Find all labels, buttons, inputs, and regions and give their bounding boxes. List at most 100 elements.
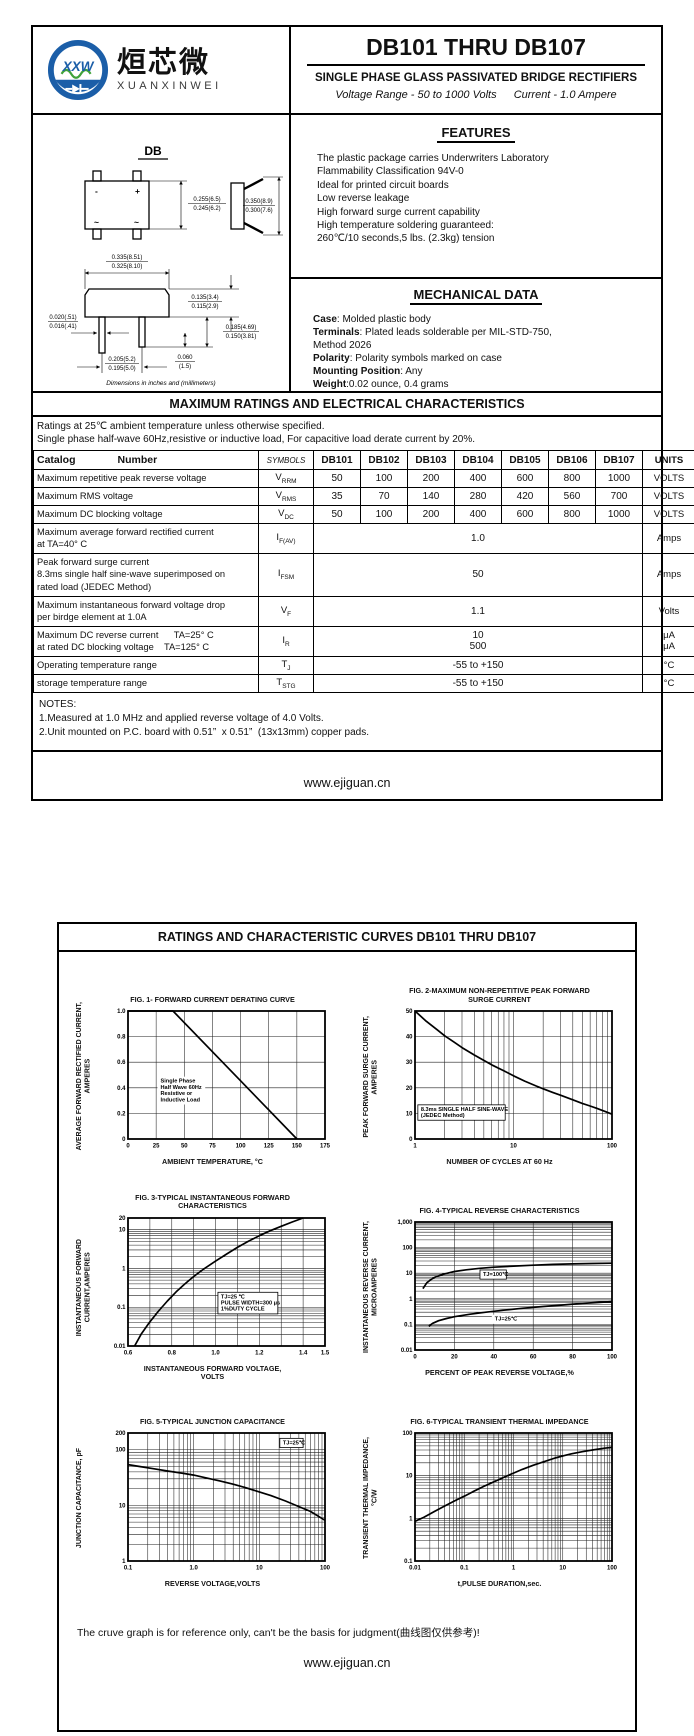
svg-text:100: 100 bbox=[402, 1246, 413, 1252]
spec-value: 200 bbox=[407, 504, 455, 524]
fig5-plot: 0.1 1.0 10 100 1 10 100 200 TJ=25℃ bbox=[115, 1431, 330, 1572]
svg-text:10: 10 bbox=[405, 1271, 412, 1277]
svg-text:0.8: 0.8 bbox=[167, 1350, 176, 1356]
spec-symbol: VRRM bbox=[258, 469, 314, 489]
svg-text:(1.5): (1.5) bbox=[179, 364, 191, 370]
svg-text:0.1: 0.1 bbox=[117, 1305, 126, 1311]
dim-body-width: 0.335(8.51) 0.325(8.10) bbox=[106, 255, 148, 270]
fig6-x-axis-label: t,PULSE DURATION,sec. bbox=[457, 1578, 542, 1588]
fig4-reverse-characteristics: INSTANTANEOUS REVERSE CURRENT, MICROAMPE… bbox=[363, 1193, 619, 1382]
figures-grid: AVERAGE FORWARD RECTIFIED CURRENT, AMPER… bbox=[59, 952, 635, 1589]
spec-value: 35 bbox=[313, 487, 361, 506]
chart-annotation: TJ=25 ℃ PULSE WIDTH=300 μs 1%DUTY CYCLE bbox=[220, 1293, 279, 1312]
dim-lead-width: 0.020(.51) 0.016(.41) bbox=[48, 315, 78, 330]
spec-value: 800 bbox=[548, 469, 596, 489]
spec-value: 1000 bbox=[595, 469, 643, 489]
table-row-ifav: Maximum average forward rectified curren… bbox=[33, 522, 694, 554]
spec-desc: Maximum repetitive peak reverse voltage bbox=[33, 469, 259, 489]
table-row-ifsm: Peak forward surge current 8.3ms single … bbox=[33, 552, 694, 597]
package-drawing: DB - + ~ ~ 0.255(6.5) 0.245(6.2) bbox=[33, 115, 291, 391]
svg-text:0.135(3.4): 0.135(3.4) bbox=[191, 295, 218, 301]
spec-desc: Maximum RMS voltage bbox=[33, 487, 259, 506]
spec-symbol: VDC bbox=[258, 504, 314, 524]
spec-value: 280 bbox=[454, 487, 502, 506]
features-section: FEATURES The plastic package carries Und… bbox=[291, 115, 661, 279]
svg-text:0.01: 0.01 bbox=[400, 1348, 412, 1354]
svg-text:0: 0 bbox=[122, 1137, 126, 1143]
svg-text:0.335(8.51): 0.335(8.51) bbox=[112, 255, 143, 261]
spec-symbol: VF bbox=[258, 595, 314, 627]
spec-value: 10 500 bbox=[313, 625, 643, 657]
svg-text:0.1: 0.1 bbox=[460, 1565, 469, 1571]
svg-text:XXW: XXW bbox=[62, 59, 95, 74]
svg-text:1: 1 bbox=[122, 1559, 126, 1565]
svg-text:100: 100 bbox=[606, 1565, 617, 1571]
svg-text:0.01: 0.01 bbox=[113, 1344, 125, 1350]
mechanical-heading: MECHANICAL DATA bbox=[409, 287, 543, 305]
svg-text:1: 1 bbox=[511, 1565, 515, 1571]
svg-text:10: 10 bbox=[559, 1565, 566, 1571]
spec-value: 700 bbox=[595, 487, 643, 506]
reference-disclaimer: The cruve graph is for reference only, c… bbox=[77, 1626, 480, 1639]
svg-text:0.185(4.69): 0.185(4.69) bbox=[226, 325, 257, 331]
spec-desc: Operating temperature range bbox=[33, 655, 259, 675]
fig3-y-axis-label: INSTANTANEOUS FORWARD CURRENT,AMPERES bbox=[75, 1238, 91, 1336]
part-header: DB101 bbox=[313, 449, 361, 471]
svg-text:0.2: 0.2 bbox=[117, 1111, 126, 1117]
svg-text:200: 200 bbox=[115, 1431, 126, 1437]
spec-symbol: VRMS bbox=[258, 487, 314, 506]
spec-value: 70 bbox=[360, 487, 408, 506]
table-row-tstg: storage temperature range TSTG -55 to +1… bbox=[33, 673, 694, 693]
fig6-y-axis-label: TRANSIENT THERMAL IMPEDANCE, °C/W bbox=[362, 1437, 378, 1560]
svg-text:100: 100 bbox=[115, 1448, 126, 1454]
drawing-caption: Dimensions in inches and (millimeters) bbox=[106, 380, 215, 387]
spec-units: μA μA bbox=[642, 625, 694, 657]
spec-value: 400 bbox=[454, 504, 502, 524]
website-link[interactable]: www.ejiguan.cn bbox=[303, 1655, 391, 1670]
svg-text:0: 0 bbox=[413, 1354, 417, 1360]
symbols-header: SYMBOLS bbox=[258, 449, 314, 471]
fig4-title: FIG. 4-TYPICAL REVERSE CHARACTERISTICS bbox=[419, 1205, 580, 1215]
spec-value: -55 to +150 bbox=[313, 673, 643, 693]
svg-text:0.8: 0.8 bbox=[117, 1035, 126, 1041]
spec-value: 600 bbox=[501, 504, 549, 524]
spec-symbol: TJ bbox=[258, 655, 314, 675]
doc-title: DB101 THRU DB107 bbox=[307, 34, 645, 66]
dim-body-thickness: 0.135(3.4) 0.115(2.9) bbox=[188, 295, 222, 310]
svg-text:50: 50 bbox=[180, 1144, 187, 1150]
svg-text:175: 175 bbox=[319, 1144, 330, 1150]
fig2-plot: 1 10 100 0 10 20 30 40 50 8.3ms SINGLE HALF SINE-… bbox=[405, 1009, 617, 1150]
part-header: DB106 bbox=[548, 449, 596, 471]
website-link[interactable]: www.ejiguan.cn bbox=[303, 775, 391, 790]
fig4-x-axis-label: PERCENT OF PEAK REVERSE VOLTAGE,% bbox=[425, 1367, 574, 1377]
fig3-x-axis-label: INSTANTANEOUS FORWARD VOLTAGE, VOLTS bbox=[143, 1363, 282, 1382]
voltage-range: Voltage Range - 50 to 1000 Volts bbox=[335, 89, 497, 101]
chart-annotation: Single Phase Half Wave 60Hz Resistive or In… bbox=[160, 1079, 201, 1104]
current-rating: Current - 1.0 Ampere bbox=[513, 89, 617, 101]
svg-text:25: 25 bbox=[152, 1144, 159, 1150]
svg-text:100: 100 bbox=[606, 1354, 617, 1360]
spec-desc: storage temperature range bbox=[33, 673, 259, 693]
spec-value: 1.1 bbox=[313, 595, 643, 627]
fig2-title: FIG. 2-MAXIMUM NON-REPETITIVE PEAK FORWA… bbox=[409, 986, 590, 1004]
fig4-y-axis-label: INSTANTANEOUS REVERSE CURRENT, MICROAMPE… bbox=[362, 1221, 378, 1354]
brand-name-cn: 烜芯微 bbox=[117, 47, 211, 80]
svg-text:75: 75 bbox=[209, 1144, 216, 1150]
svg-text:10: 10 bbox=[255, 1565, 262, 1571]
svg-text:0.115(2.9): 0.115(2.9) bbox=[192, 304, 219, 310]
svg-text:0.245(6.2): 0.245(6.2) bbox=[193, 206, 220, 212]
range-line: Voltage Range - 50 to 1000 Volts Current… bbox=[301, 89, 651, 101]
svg-text:1: 1 bbox=[122, 1266, 126, 1272]
fig5-title: FIG. 5-TYPICAL JUNCTION CAPACITANCE bbox=[140, 1416, 285, 1426]
polarity-minus-mark: - bbox=[95, 186, 98, 196]
svg-text:0.1: 0.1 bbox=[404, 1322, 413, 1328]
spec-value: 600 bbox=[501, 469, 549, 489]
spec-desc: Peak forward surge current 8.3ms single … bbox=[33, 552, 259, 597]
mech-line-weight: Weight:0.02 ounce, 0.4 grams bbox=[313, 379, 449, 390]
spec-units: VOLTS bbox=[642, 504, 694, 524]
chart-annotation: TJ=25℃ bbox=[494, 1316, 517, 1323]
svg-text:0.205(5.2): 0.205(5.2) bbox=[108, 357, 135, 363]
table-row-vrms: Maximum RMS voltage VRMS 35 70 140 280 4… bbox=[33, 487, 694, 506]
spec-symbol: IR bbox=[258, 625, 314, 657]
